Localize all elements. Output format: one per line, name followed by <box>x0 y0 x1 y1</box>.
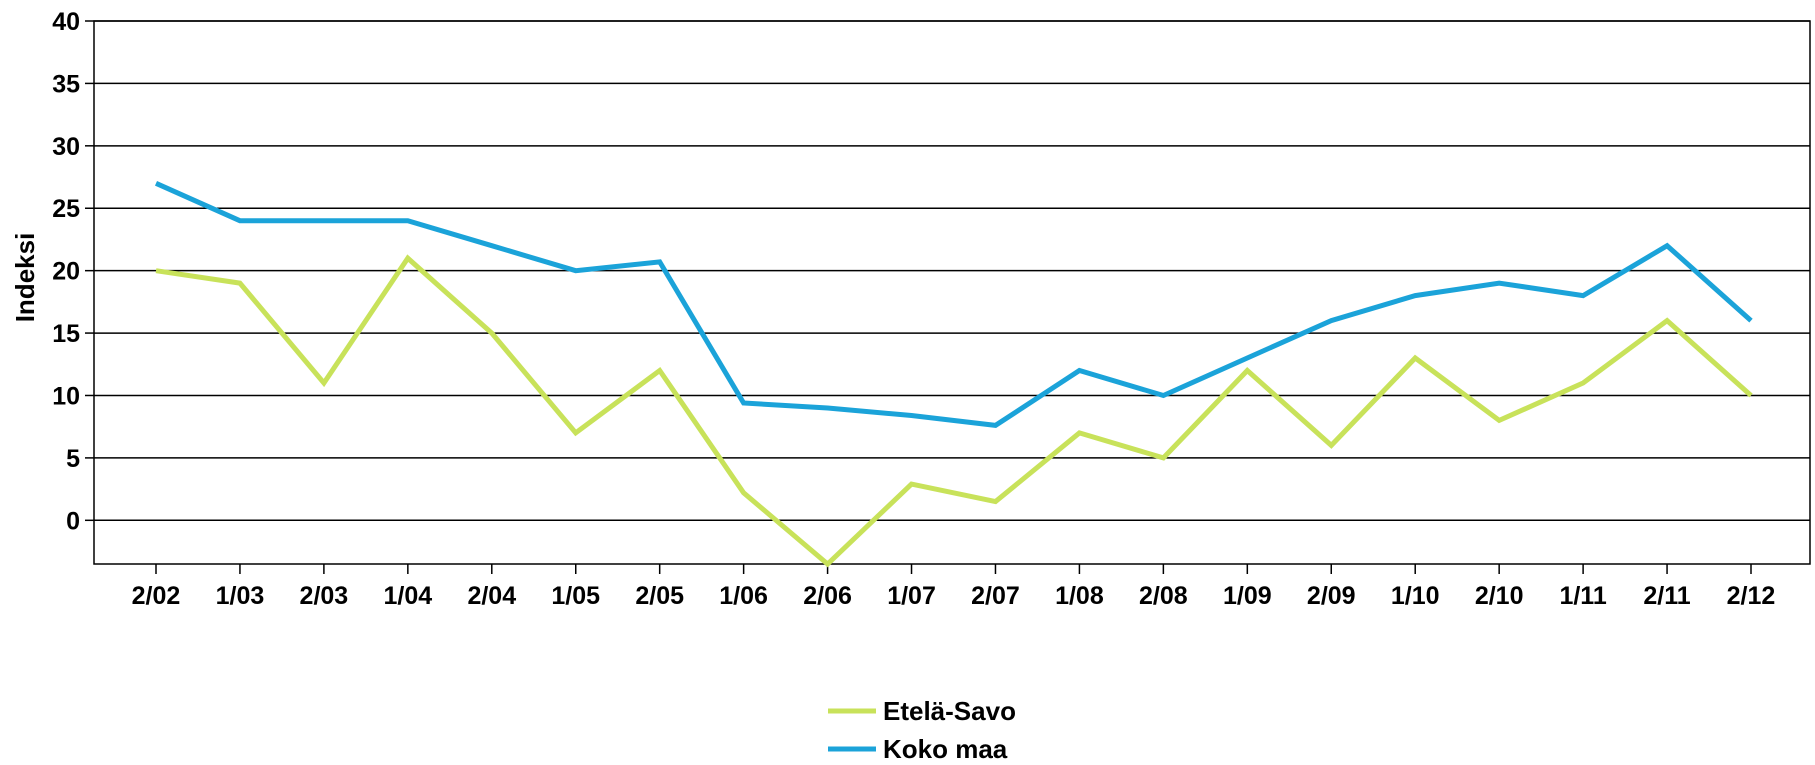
legend: Etelä-Savo Koko maa <box>828 696 1016 764</box>
y-axis: 0 5 10 15 20 25 30 35 40 <box>52 8 94 535</box>
x-tick-label: 2/07 <box>971 582 1020 610</box>
y-axis-title: Indeksi <box>10 233 40 323</box>
x-tick-label: 2/12 <box>1727 582 1776 610</box>
y-tick-label: 5 <box>66 445 80 473</box>
legend-label-koko-maa: Koko maa <box>883 734 1008 764</box>
x-tick-label: 2/11 <box>1643 582 1690 610</box>
x-tick-label: 1/08 <box>1055 582 1104 610</box>
x-tick-label: 1/03 <box>216 582 265 610</box>
x-tick-label: 2/04 <box>467 582 516 610</box>
y-tick-label: 20 <box>52 258 80 286</box>
x-tick-label: 2/02 <box>132 582 181 610</box>
y-tick-label: 25 <box>52 195 80 223</box>
y-tick-label: 10 <box>52 382 80 410</box>
series-lines <box>154 181 1753 568</box>
x-tick-label: 1/11 <box>1559 582 1606 610</box>
x-tick-label: 2/08 <box>1139 582 1188 610</box>
series-line-etel-savo <box>155 254 1753 568</box>
series-line-koko-maa <box>154 181 1753 428</box>
x-axis: 2/02 1/03 2/03 1/04 2/04 1/05 2/05 1/06 2/06 1/07… <box>132 564 1776 610</box>
x-tick-label: 2/06 <box>803 582 852 610</box>
y-tick-label: 40 <box>52 8 80 36</box>
x-tick-label: 1/06 <box>719 582 768 610</box>
x-tick-label: 1/04 <box>384 582 433 610</box>
x-tick-label: 1/10 <box>1391 582 1440 610</box>
y-tick-label: 35 <box>52 70 80 98</box>
y-tick-label: 15 <box>52 320 80 348</box>
x-tick-label: 2/09 <box>1307 582 1356 610</box>
x-tick-label: 2/10 <box>1475 582 1524 610</box>
x-tick-label: 1/07 <box>887 582 936 610</box>
x-tick-label: 2/05 <box>635 582 684 610</box>
x-tick-label: 2/03 <box>300 582 349 610</box>
plot-area-frame <box>93 20 1811 565</box>
y-tick-label: 0 <box>66 507 80 535</box>
y-tick-label: 30 <box>52 133 80 161</box>
gridlines <box>94 20 1810 522</box>
x-tick-label: 1/05 <box>551 582 600 610</box>
x-tick-label: 1/09 <box>1223 582 1272 610</box>
legend-label-etel-savo: Etelä-Savo <box>883 696 1016 726</box>
